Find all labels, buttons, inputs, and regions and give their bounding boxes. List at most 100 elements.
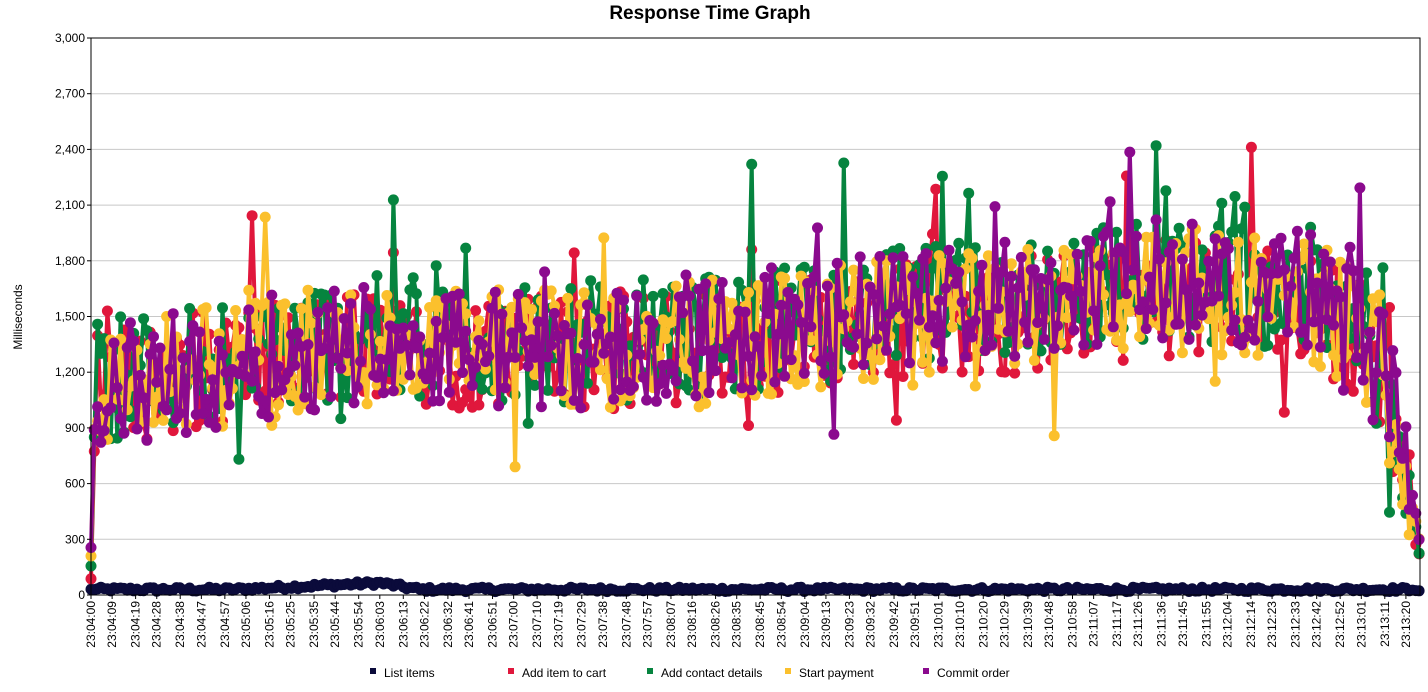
data-point xyxy=(798,367,810,379)
data-point xyxy=(161,404,173,416)
data-point xyxy=(361,398,373,410)
data-point xyxy=(259,211,271,223)
y-tick-label: 1,200 xyxy=(55,365,85,379)
data-point xyxy=(604,331,616,343)
data-point xyxy=(98,394,110,406)
data-point xyxy=(696,371,708,383)
x-tick-label: 23:04:57 xyxy=(218,601,232,648)
data-point xyxy=(486,302,498,314)
data-point xyxy=(88,424,100,436)
data-point xyxy=(581,377,593,389)
data-point xyxy=(716,277,728,288)
x-tick-label: 23:05:44 xyxy=(328,601,342,648)
data-point xyxy=(562,292,574,304)
data-point xyxy=(384,312,396,324)
data-point xyxy=(223,399,235,411)
data-point xyxy=(1094,260,1106,272)
data-point xyxy=(568,394,580,406)
data-point xyxy=(545,285,557,297)
data-point xyxy=(618,294,629,306)
data-point xyxy=(578,339,590,351)
data-point xyxy=(1222,243,1234,255)
data-point xyxy=(1361,267,1372,279)
data-point xyxy=(887,359,899,371)
data-point xyxy=(933,294,945,306)
data-point xyxy=(844,296,856,308)
data-point xyxy=(1101,226,1113,238)
data-point xyxy=(923,321,935,333)
data-point xyxy=(956,296,968,308)
legend-label: Add contact details xyxy=(661,666,762,680)
data-point xyxy=(355,355,367,367)
data-point xyxy=(1314,360,1326,372)
legend: List items Add item to cart Add contact de… xyxy=(370,666,1010,680)
x-tick-label: 23:12:23 xyxy=(1265,601,1279,648)
data-point xyxy=(927,310,938,322)
data-point xyxy=(470,305,482,317)
series-commit-order xyxy=(85,146,1425,553)
x-tick-label: 23:05:54 xyxy=(352,601,366,648)
data-point xyxy=(936,170,948,182)
data-point xyxy=(1048,430,1060,442)
data-point xyxy=(831,257,843,269)
data-point xyxy=(591,328,603,340)
data-point xyxy=(1124,305,1136,317)
data-point xyxy=(1028,264,1040,276)
data-point xyxy=(1022,244,1034,255)
data-point xyxy=(1005,270,1017,282)
data-point xyxy=(943,244,955,256)
x-tick-label: 23:07:38 xyxy=(596,601,610,648)
data-point xyxy=(923,366,935,378)
data-point xyxy=(200,393,212,405)
data-point xyxy=(627,381,639,393)
y-tick-label: 600 xyxy=(65,477,85,491)
data-point xyxy=(956,366,968,378)
data-point xyxy=(930,183,942,195)
data-point xyxy=(259,395,271,407)
data-point xyxy=(1262,311,1274,323)
data-point xyxy=(387,385,399,397)
data-point xyxy=(910,287,922,299)
data-point xyxy=(930,241,942,252)
x-tick-label: 23:05:25 xyxy=(284,601,298,648)
data-point xyxy=(1140,323,1152,335)
data-point xyxy=(493,400,505,412)
data-point xyxy=(1249,334,1261,346)
data-point xyxy=(131,423,143,435)
data-point xyxy=(815,355,827,367)
legend-swatch xyxy=(923,668,929,674)
data-point xyxy=(1403,529,1415,541)
x-tick-label: 23:06:03 xyxy=(373,601,387,648)
x-tick-label: 23:10:29 xyxy=(997,601,1011,648)
data-point xyxy=(601,373,613,385)
x-tick-label: 23:06:51 xyxy=(486,601,500,648)
x-tick-label: 23:12:42 xyxy=(1310,601,1324,648)
data-point xyxy=(1301,339,1313,351)
data-point xyxy=(848,358,860,370)
data-point xyxy=(138,313,150,325)
data-point xyxy=(233,453,245,465)
x-tick-label: 23:10:10 xyxy=(953,601,967,648)
data-point xyxy=(999,236,1011,248)
data-point xyxy=(460,242,472,254)
data-point xyxy=(739,306,751,318)
data-point xyxy=(351,381,363,393)
data-point xyxy=(578,287,590,299)
data-point xyxy=(450,336,462,348)
data-point xyxy=(1173,222,1185,234)
data-point xyxy=(894,299,906,311)
data-point xyxy=(246,375,258,387)
data-point xyxy=(526,304,537,315)
data-point xyxy=(667,364,679,376)
data-point xyxy=(424,302,436,313)
data-point xyxy=(854,251,866,263)
x-tick-label: 23:04:28 xyxy=(150,601,164,648)
data-point xyxy=(805,334,817,346)
data-point xyxy=(397,322,409,334)
data-point xyxy=(167,425,179,437)
data-point xyxy=(1075,285,1086,297)
data-point xyxy=(989,201,1001,213)
data-point xyxy=(608,393,620,405)
legend-swatch xyxy=(785,668,791,674)
data-point xyxy=(407,272,419,284)
